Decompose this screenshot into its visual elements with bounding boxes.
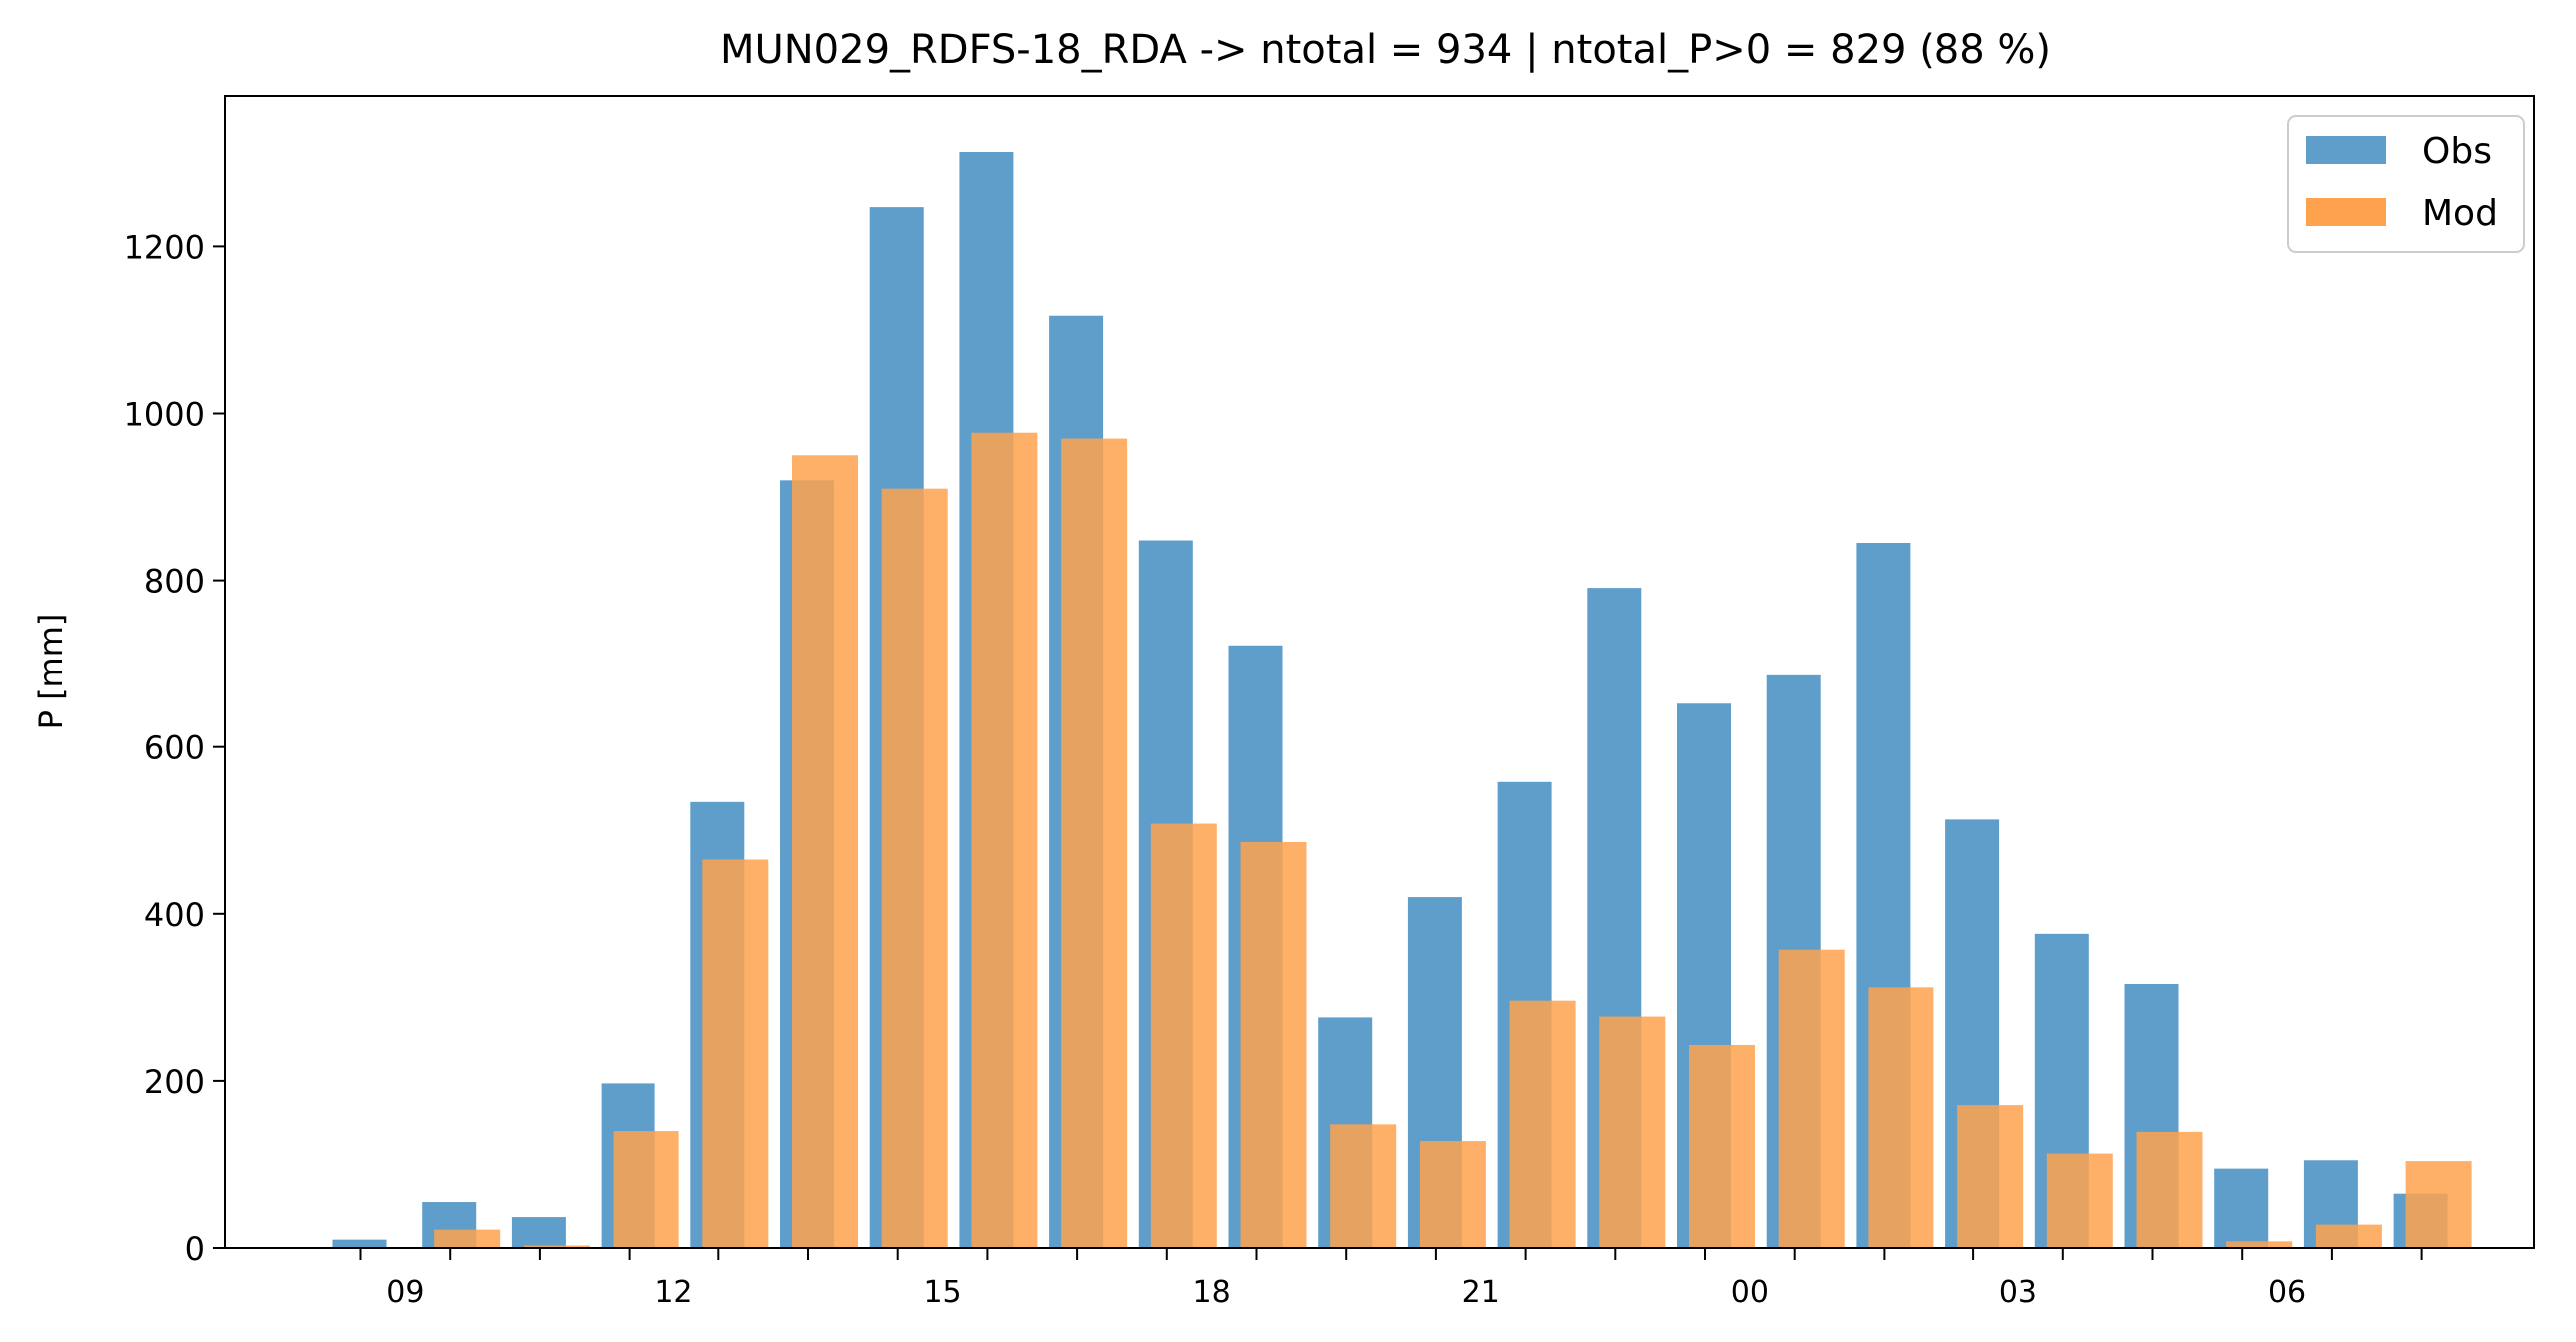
legend: Obs Mod [2287,115,2525,253]
x-tick-label-06: 06 [2268,1275,2306,1310]
y-tick-label-1200: 1200 [124,228,205,266]
x-tick-label-09: 09 [386,1275,424,1310]
x-tick-label-12: 12 [654,1275,692,1310]
bar-mod-14 [1599,1016,1666,1248]
chart-title: MUN029_RDFS-18_RDA -> ntotal = 934 | nto… [720,27,2051,73]
y-tick-label-200: 200 [144,1063,205,1101]
legend-label-mod: Mod [2422,193,2498,234]
legend-label-obs: Obs [2422,131,2492,172]
bar-mod-2 [523,1245,590,1248]
bar-mod-15 [1689,1044,1755,1248]
bar-mod-19 [2046,1153,2113,1248]
bar-mod-6 [881,488,948,1248]
bar-mod-11 [1330,1124,1397,1248]
bar-mod-10 [1240,841,1307,1248]
y-tick-label-0: 0 [185,1230,205,1268]
bar-obs-21 [2214,1168,2269,1248]
bar-mod-17 [1868,987,1934,1248]
x-axis: 09 12 15 18 21 00 03 06 [359,1248,2423,1310]
bar-mod-22 [2315,1224,2382,1248]
bar-mod-23 [2405,1161,2472,1248]
x-tick-label-03: 03 [1999,1275,2037,1310]
y-tick-label-800: 800 [144,563,205,601]
x-tick-label-18: 18 [1193,1275,1231,1310]
mod-bars [434,432,2472,1248]
y-axis: 0 200 400 600 800 1000 1200 [124,228,225,1268]
bar-mod-20 [2136,1131,2203,1248]
bar-mod-16 [1778,949,1845,1248]
x-tick-label-00: 00 [1731,1275,1769,1310]
bar-mod-3 [613,1131,679,1248]
y-tick-label-1000: 1000 [124,395,205,433]
bar-mod-12 [1419,1141,1486,1248]
bar-mod-18 [1957,1105,2024,1248]
bar-mod-1 [434,1229,501,1248]
bar-mod-13 [1509,1000,1576,1248]
x-tick-label-15: 15 [923,1275,961,1310]
legend-swatch-mod [2306,198,2386,226]
bar-mod-21 [2226,1241,2293,1248]
obs-bars [332,151,2448,1249]
legend-swatch-obs [2306,136,2386,164]
y-tick-label-400: 400 [144,896,205,934]
bar-obs-2 [511,1217,566,1248]
bar-mod-9 [1150,823,1217,1248]
y-tick-label-600: 600 [144,729,205,767]
bar-mod-4 [702,859,769,1248]
x-tick-label-21: 21 [1462,1275,1500,1310]
bar-mod-8 [1061,438,1128,1248]
bar-mod-7 [971,432,1038,1248]
bar-obs-0 [332,1239,387,1248]
y-axis-label: P [mm] [32,614,70,730]
plot-area [332,151,2472,1249]
axes-frame [224,95,2535,1249]
bar-mod-5 [792,455,858,1248]
